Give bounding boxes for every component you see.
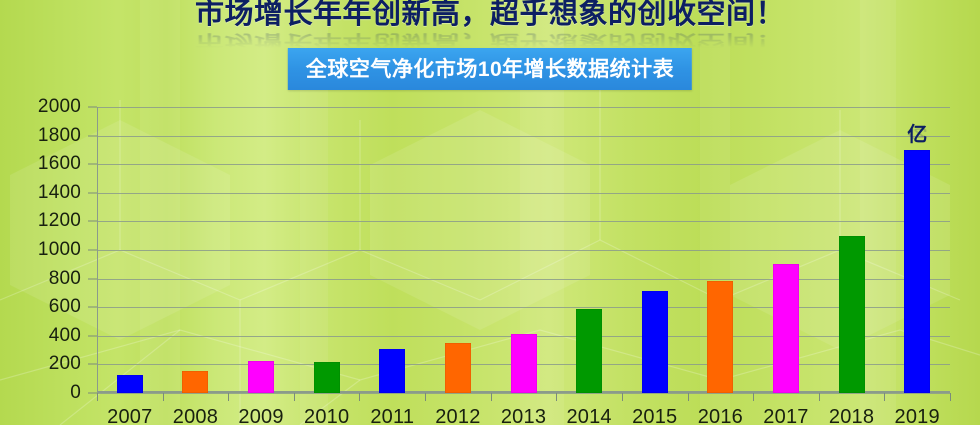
y-axis-label: 1200 bbox=[37, 210, 81, 232]
gridline bbox=[97, 135, 950, 137]
y-axis-label: 200 bbox=[48, 353, 81, 375]
x-axis-tick bbox=[687, 393, 689, 401]
gridline bbox=[97, 107, 950, 108]
y-axis-tick bbox=[88, 363, 97, 365]
x-axis-label-2015: 2015 bbox=[632, 406, 678, 425]
y-axis-tick bbox=[88, 249, 97, 251]
y-axis-tick bbox=[88, 392, 97, 394]
x-axis-label-2019: 2019 bbox=[894, 406, 940, 425]
y-axis-tick bbox=[88, 278, 97, 280]
x-axis-label-2010: 2010 bbox=[303, 406, 350, 425]
bar-2014 bbox=[576, 308, 603, 393]
x-axis-tick bbox=[556, 393, 558, 401]
x-axis-label-2009: 2009 bbox=[238, 406, 284, 425]
bar-chart: 0 200 400 600 800 1000 1200 1400 1600 1800 2000 200… bbox=[0, 95, 980, 425]
gridline bbox=[97, 192, 950, 194]
y-axis-tick bbox=[88, 106, 97, 108]
y-axis-tick bbox=[88, 135, 97, 137]
bar-2010 bbox=[313, 361, 340, 393]
y-axis-label: 1400 bbox=[37, 181, 81, 203]
y-axis-label: 400 bbox=[48, 324, 81, 346]
y-axis-tick bbox=[88, 306, 97, 308]
x-axis-tick bbox=[884, 393, 886, 401]
x-axis-label-2018: 2018 bbox=[828, 406, 875, 425]
gridline bbox=[97, 221, 950, 223]
x-axis-label-2016: 2016 bbox=[697, 406, 743, 425]
x-axis-tick bbox=[97, 393, 98, 401]
gridline bbox=[97, 250, 950, 251]
bar-2015 bbox=[641, 291, 668, 393]
x-axis-tick bbox=[490, 393, 492, 401]
x-axis-label-2008: 2008 bbox=[172, 406, 219, 425]
y-axis-label: 800 bbox=[48, 267, 81, 289]
x-axis-tick bbox=[818, 393, 820, 401]
bar-2007 bbox=[116, 375, 143, 393]
y-axis-label: 1000 bbox=[37, 239, 81, 260]
unit-label: 亿 bbox=[907, 123, 928, 146]
gridline bbox=[97, 278, 950, 280]
x-axis-tick bbox=[950, 393, 951, 401]
x-axis-label-2017: 2017 bbox=[763, 406, 809, 425]
y-axis-tick bbox=[88, 163, 97, 165]
x-axis-tick bbox=[425, 393, 427, 401]
bar-2017 bbox=[772, 264, 799, 393]
bar-2019 bbox=[904, 149, 931, 393]
x-axis-tick bbox=[293, 393, 295, 401]
y-axis-label: 2000 bbox=[37, 96, 81, 117]
plot-area: 0 200 400 600 800 1000 1200 1400 1600 1800 2000 200… bbox=[38, 96, 951, 425]
gridline bbox=[97, 393, 950, 394]
x-axis-label-2011: 2011 bbox=[370, 406, 415, 425]
x-axis-tick bbox=[359, 393, 361, 401]
x-axis-tick bbox=[621, 393, 623, 401]
gridline bbox=[97, 164, 950, 166]
bar-2018 bbox=[838, 235, 865, 393]
y-axis-label: 1600 bbox=[37, 153, 81, 175]
y-axis-label: 1800 bbox=[37, 124, 81, 146]
bar-2012 bbox=[444, 342, 471, 393]
gridline bbox=[97, 307, 950, 309]
headline-block: 市场增长年年创新高，超乎想象的创收空间！ 市场增长年年创新高，超乎想象的创收空间… bbox=[0, 0, 980, 85]
y-axis-tick bbox=[88, 220, 97, 222]
headline-text: 市场增长年年创新高，超乎想象的创收空间！ bbox=[194, 0, 785, 30]
x-axis-label-2012: 2012 bbox=[435, 406, 481, 425]
bar-2016 bbox=[707, 281, 734, 393]
x-axis-tick bbox=[228, 393, 230, 401]
y-axis-tick bbox=[88, 335, 97, 337]
bar-2008 bbox=[182, 370, 209, 393]
y-axis-tick bbox=[88, 192, 97, 194]
bar-2009 bbox=[248, 360, 275, 393]
subtitle-banner: 全球空气净化市场10年增长数据统计表 bbox=[287, 48, 693, 90]
y-axis-label: 0 bbox=[70, 382, 81, 403]
x-axis-label-2013: 2013 bbox=[500, 406, 547, 425]
x-axis-tick bbox=[753, 393, 755, 401]
bar-2011 bbox=[379, 348, 406, 393]
y-axis-label: 600 bbox=[48, 296, 81, 318]
x-axis-label-2007: 2007 bbox=[107, 406, 153, 425]
bar-2013 bbox=[510, 334, 537, 393]
unit-label-reflection: 亿 bbox=[907, 126, 928, 139]
x-axis-label-2014: 2014 bbox=[566, 406, 612, 425]
x-axis-tick bbox=[162, 393, 164, 401]
